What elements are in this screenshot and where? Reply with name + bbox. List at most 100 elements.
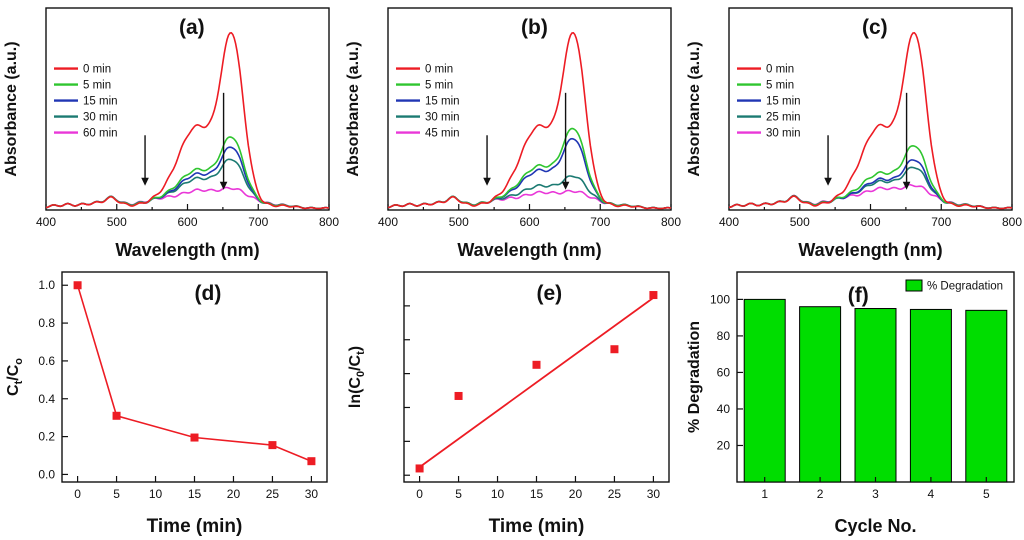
legend-label: 60 min (83, 128, 118, 140)
y-tick-label: 1.0 (38, 278, 55, 292)
legend-label: % Degradation (927, 281, 1003, 293)
y-tick-label: 0.2 (38, 430, 55, 444)
x-tick-label: 30 (305, 487, 319, 501)
x-tick-label: 3 (872, 487, 879, 501)
spectra-panel-b: 400 500 600 700 800 Wavelength (nm) Absorbance… (345, 7, 681, 260)
x-axis-label: Time (min) (489, 516, 585, 537)
y-tick-label: 40 (717, 402, 731, 416)
panel-label: (e) (537, 282, 563, 305)
legend-label: 30 min (425, 112, 460, 124)
x-tick-label: 500 (790, 215, 810, 229)
spectrum-curve-15-min (387, 137, 672, 210)
x-tick-label: 400 (36, 215, 56, 229)
x-tick-label: 0 (416, 487, 423, 501)
spectrum-curve-5-min (387, 127, 672, 210)
x-tick-label: 800 (661, 215, 681, 229)
spectrum-curve-30-min (387, 175, 672, 210)
panel-label: (d) (195, 282, 222, 305)
spectrum-curve-15-min (45, 146, 330, 210)
x-tick-label: 700 (931, 215, 951, 229)
x-tick-label: 1 (761, 487, 768, 501)
legend-label: 0 min (425, 64, 453, 76)
x-tick-label: 0 (74, 487, 81, 501)
y-tick-label: 20 (717, 438, 731, 452)
x-tick-label: 800 (1002, 215, 1022, 229)
x-tick-label: 10 (491, 487, 505, 501)
x-tick-label: 15 (188, 487, 202, 501)
legend-label: 30 min (83, 112, 118, 124)
legend-label: 25 min (766, 112, 801, 124)
arrow-head-icon (561, 181, 570, 190)
y-tick-label: 0.4 (38, 392, 55, 406)
spectrum-curve-0-min (387, 31, 672, 210)
legend-label: 15 min (425, 96, 460, 108)
x-tick-label: 20 (569, 487, 583, 501)
x-axis-label: Wavelength (nm) (457, 240, 601, 260)
legend-label: 15 min (83, 96, 118, 108)
x-tick-label: 700 (590, 215, 610, 229)
spectrum-curve-0-min (45, 31, 330, 210)
x-tick-label: 5 (455, 487, 462, 501)
y-axis-label: Absorbance (a.u.) (345, 41, 362, 176)
legend-label: 45 min (425, 128, 460, 140)
panel-label: (c) (862, 16, 888, 39)
x-tick-label: 25 (608, 487, 622, 501)
y-axis-label: Absorbance (a.u.) (3, 41, 20, 176)
legend-label: 5 min (766, 80, 794, 92)
y-axis-label: % Degradation (686, 321, 703, 433)
x-axis-label: Wavelength (nm) (798, 240, 942, 260)
y-axis-label: Ct/Co (5, 358, 25, 396)
x-tick-label: 400 (378, 215, 398, 229)
spectrum-curve-25-min (728, 166, 1013, 210)
arrow-head-icon (219, 181, 228, 190)
data-marker (532, 360, 541, 369)
x-tick-label: 400 (719, 215, 739, 229)
x-tick-label: 500 (107, 215, 127, 229)
arrow-head-icon (483, 177, 491, 186)
bar-cycle-3 (854, 308, 897, 483)
x-tick-label: 600 (860, 215, 880, 229)
x-tick-label: 700 (248, 215, 268, 229)
x-tick-label: 15 (530, 487, 544, 501)
data-marker (190, 433, 199, 442)
x-tick-label: 2 (817, 487, 824, 501)
kinetics-panel-d: 0 5 10 15 20 25 30 0.0 0.2 0.4 0.6 0.8 1.0 Time (min)… (5, 271, 328, 537)
y-axis-label: ln(C0/Ct) (347, 346, 367, 408)
arrow-head-icon (824, 177, 832, 186)
y-tick-label: 60 (717, 365, 731, 379)
x-tick-label: 25 (266, 487, 280, 501)
panel-label: (b) (521, 16, 548, 39)
spectra-panel-c: 400 500 600 700 800 Wavelength (nm) Absorbance… (686, 7, 1022, 260)
y-tick-label: 0.6 (38, 354, 55, 368)
y-tick-label: 0.8 (38, 316, 55, 330)
x-tick-label: 20 (227, 487, 241, 501)
data-marker (268, 441, 277, 450)
legend-swatch (905, 279, 923, 292)
x-axis-label: Time (min) (147, 516, 243, 537)
y-tick-label: 0.0 (38, 467, 55, 481)
x-tick-label: 500 (449, 215, 469, 229)
bar-cycle-1 (743, 298, 786, 483)
y-axis-label: Absorbance (a.u.) (686, 41, 703, 176)
x-tick-label: 10 (149, 487, 163, 501)
data-marker (112, 411, 121, 420)
legend-label: 5 min (83, 80, 111, 92)
spectrum-curve-5-min (728, 144, 1013, 210)
bar-cycle-5 (965, 309, 1008, 483)
panel-label: (f) (848, 284, 869, 307)
fit-line (419, 297, 654, 468)
legend-label: 30 min (766, 128, 801, 140)
spectra-panel-a: 400 500 600 700 800 Wavelength (nm) Absorbance… (3, 7, 339, 260)
x-tick-label: 600 (519, 215, 539, 229)
legend-label: 15 min (766, 96, 801, 108)
legend-label: 0 min (766, 64, 794, 76)
x-tick-label: 5 (113, 487, 120, 501)
x-axis-label: Cycle No. (834, 516, 916, 536)
y-tick-label: 100 (710, 292, 730, 306)
x-tick-label: 800 (319, 215, 339, 229)
legend-label: 0 min (83, 64, 111, 76)
bar-cycle-2 (799, 306, 842, 483)
data-marker (454, 391, 463, 400)
bar-cycle-4 (909, 308, 952, 483)
